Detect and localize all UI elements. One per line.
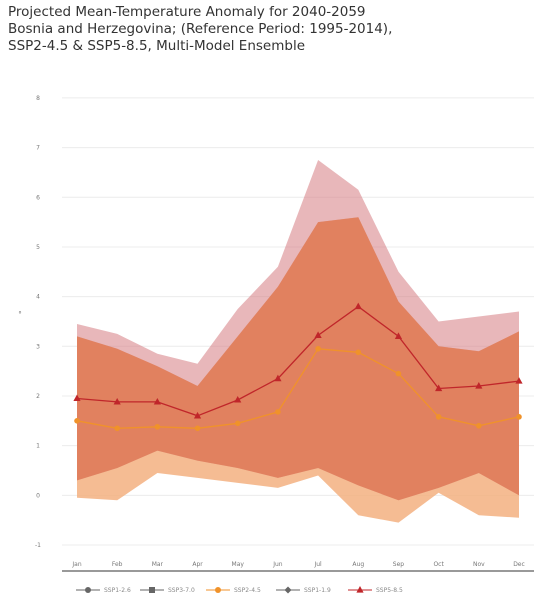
title-line-1: Projected Mean-Temperature Anomaly for 2… — [8, 4, 366, 20]
x-tick-label: Dec — [513, 561, 525, 568]
data-point-ssp5-8.5 — [435, 384, 443, 392]
y-tick-label: 4 — [36, 294, 40, 301]
x-tick-label: Nov — [473, 561, 485, 568]
y-tick-label: 0 — [36, 492, 40, 499]
data-point-ssp2-4.5 — [395, 370, 402, 377]
legend-label: SSP3-7.0 — [168, 587, 195, 594]
title-line-2: Bosnia and Herzegovina; (Reference Perio… — [8, 21, 393, 37]
y-tick-label: 3 — [36, 343, 40, 350]
legend-label: SSP2-4.5 — [234, 587, 261, 594]
x-tick-label: Mar — [152, 561, 164, 568]
data-point-ssp5-8.5 — [394, 332, 403, 339]
legend-marker — [215, 587, 221, 593]
series-line-ssp5-8.5 — [76, 305, 520, 417]
legend-marker — [85, 587, 91, 593]
data-point-ssp2-4.5 — [435, 414, 442, 420]
x-tick-label: Aug — [352, 561, 364, 568]
data-point-ssp2-4.5 — [275, 409, 281, 415]
legend-label: SSP1-2.6 — [104, 587, 131, 594]
x-tick-label: Jan — [71, 561, 81, 568]
y-tick-label: 2 — [36, 393, 40, 400]
x-tick-label: Sep — [393, 561, 405, 568]
data-point-ssp5-8.5 — [113, 397, 121, 405]
data-point-ssp2-4.5 — [114, 425, 120, 432]
data-point-ssp5-8.5 — [274, 374, 282, 382]
series-line-ssp2-4.5 — [76, 348, 520, 429]
data-point-ssp2-4.5 — [154, 423, 161, 430]
data-point-ssp2-4.5 — [234, 420, 241, 427]
data-point-ssp5-8.5 — [234, 395, 242, 403]
data-point-ssp5-8.5 — [153, 397, 161, 405]
chart-title: Projected Mean-Temperature Anomaly for 2… — [8, 4, 538, 55]
y-tick-label: 8 — [36, 95, 40, 102]
y-axis-label: ° — [18, 311, 22, 319]
legend-marker — [149, 587, 155, 593]
x-tick-label: Oct — [433, 561, 444, 568]
data-point-ssp5-8.5 — [515, 377, 523, 384]
legend-label: SSP1-1.9 — [304, 587, 331, 594]
data-point-ssp5-8.5 — [354, 302, 362, 310]
legend-marker — [356, 586, 364, 593]
y-tick-label: 7 — [36, 145, 40, 152]
legend-label: SSP5-8.5 — [376, 587, 403, 594]
data-point-ssp2-4.5 — [355, 349, 362, 356]
data-point-ssp5-8.5 — [314, 331, 322, 338]
title-line-3: SSP2-4.5 & SSP5-8.5, Multi-Model Ensembl… — [8, 38, 306, 54]
data-point-ssp5-8.5 — [475, 382, 483, 389]
data-point-ssp2-4.5 — [315, 345, 321, 352]
range-band-3 — [77, 217, 519, 501]
y-tick-label: 6 — [36, 194, 40, 201]
data-point-ssp5-8.5 — [193, 411, 202, 419]
data-point-ssp2-4.5 — [516, 414, 522, 420]
data-point-ssp2-4.5 — [476, 422, 482, 429]
x-tick-label: Apr — [192, 561, 203, 568]
y-tick-label: 5 — [36, 244, 40, 251]
data-point-ssp2-4.5 — [194, 425, 201, 432]
legend-marker — [284, 586, 292, 594]
y-tick-label: -1 — [35, 542, 41, 549]
x-tick-label: Jul — [313, 561, 322, 568]
x-tick-label: Jun — [272, 561, 283, 568]
y-tick-label: 1 — [36, 443, 40, 450]
x-tick-label: May — [232, 561, 245, 568]
data-point-ssp2-4.5 — [74, 418, 80, 424]
data-point-ssp5-8.5 — [73, 394, 81, 402]
x-tick-label: Feb — [112, 561, 123, 568]
